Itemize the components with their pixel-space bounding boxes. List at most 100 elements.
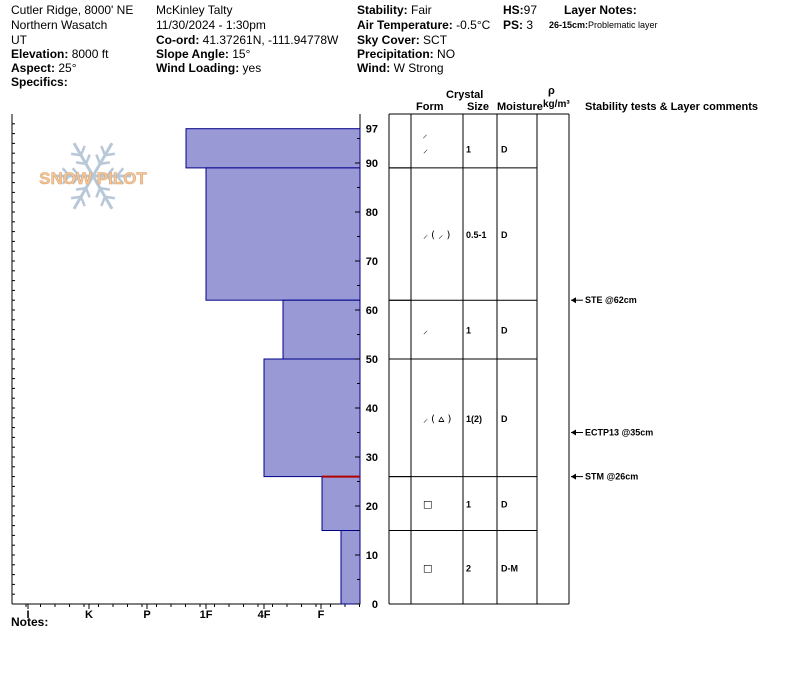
test-arrow-head — [571, 297, 576, 304]
moisture-value: D — [501, 414, 508, 424]
form-symbol: □ — [423, 563, 432, 574]
form-symbol: □ — [423, 500, 432, 511]
depth-label: 40 — [366, 403, 378, 415]
elevation-value: 8000 ft — [71, 47, 109, 61]
slope-label: Slope Angle: — [156, 47, 229, 61]
depth-label: 50 — [366, 354, 378, 366]
hardness-bar — [340, 530, 361, 605]
coord-value: 41.37261N, -111.94778W — [202, 33, 339, 47]
wind-label: Wind: — [357, 61, 391, 75]
snowpilot-logo: SNOW PILOT — [39, 142, 148, 210]
wind-value: W Strong — [393, 61, 444, 75]
aspect-label: Aspect: — [11, 61, 56, 75]
layer-note: 26-15cm:Problematic layer — [549, 18, 658, 32]
hs: HS:97 — [503, 3, 537, 17]
depth-label: 10 — [366, 550, 378, 562]
slope-value: 15° — [232, 47, 251, 61]
size-header: Size — [467, 101, 490, 113]
hardness-bar — [205, 167, 361, 301]
slope-angle: Slope Angle: 15° — [156, 47, 250, 61]
hs-value: 97 — [523, 3, 538, 17]
depth-label: 80 — [366, 207, 378, 219]
air-temp-label: Air Temperature: — [357, 18, 453, 32]
precip-label: Precipitation: — [357, 47, 434, 61]
test-arrow-head — [571, 429, 576, 436]
form-symbol: ⸝ — [423, 130, 428, 141]
elevation: Elevation: 8000 ft — [11, 47, 108, 61]
moisture-header: Moisture — [497, 101, 543, 113]
hardness-label: P — [143, 609, 150, 621]
hardness-label: 4F — [258, 609, 271, 621]
moisture-value: D-M — [501, 563, 518, 573]
air-temperature: Air Temperature: -0.5°C — [357, 18, 490, 32]
precipitation: Precipitation: NO — [357, 47, 455, 61]
hardness-bar — [282, 299, 361, 360]
stability-label: Stability: — [357, 3, 408, 17]
hardness-label: I — [26, 609, 29, 621]
sky-cover: Sky Cover: SCT — [357, 33, 447, 47]
stability-test: STM @26cm — [585, 472, 638, 482]
form-symbol: ⸝ ( ⩟ ) — [423, 414, 452, 425]
depth-label: 20 — [366, 501, 378, 513]
stability-value: Fair — [411, 3, 432, 17]
layer-note-text: Problematic layer — [588, 20, 658, 30]
stability: Stability: Fair — [357, 3, 432, 17]
stability-test: ECTP13 @35cm — [585, 428, 653, 438]
test-arrow-head — [571, 473, 576, 480]
sky-label: Sky Cover: — [357, 33, 420, 47]
moisture-value: D — [501, 500, 508, 510]
form-symbol: ⸝ — [423, 326, 428, 337]
sky-value: SCT — [423, 33, 448, 47]
logo-text: SNOW PILOT — [39, 169, 147, 188]
rho-header: ρ — [548, 85, 555, 97]
mountain-range: Northern Wasatch — [11, 18, 108, 32]
wind-loading: Wind Loading: yes — [156, 61, 261, 75]
form-header: Form — [416, 101, 444, 113]
ps-label: PS: — [503, 18, 524, 32]
density-unit-header: kg/m³ — [543, 99, 570, 110]
crystal-size: 1 — [466, 144, 471, 154]
crystal-size: 1 — [466, 326, 471, 336]
hardness-label: 1F — [200, 609, 213, 621]
coord-label: Co-ord: — [156, 33, 200, 47]
location: Cutler Ridge, 8000' NE — [11, 3, 134, 17]
elevation-label: Elevation: — [11, 47, 69, 61]
depth-label: 60 — [366, 305, 378, 317]
depth-label: 0 — [372, 599, 378, 611]
crystal-size: 2 — [466, 563, 471, 573]
specifics-label: Specifics: — [11, 75, 68, 89]
wind-loading-value: yes — [242, 61, 262, 75]
crystal-header: Crystal — [446, 89, 484, 101]
notes-label: Notes: — [11, 615, 49, 629]
stability-test: STE @62cm — [585, 295, 637, 305]
layer-note-range: 26-15cm: — [549, 20, 589, 30]
ps-value: 3 — [526, 18, 534, 32]
observer: McKinley Talty — [156, 3, 233, 17]
hardness-bar — [321, 476, 361, 532]
state: UT — [11, 33, 27, 47]
moisture-value: D — [501, 230, 508, 240]
moisture-value: D — [501, 144, 508, 154]
aspect: Aspect: 25° — [11, 61, 77, 75]
layer-notes-title: Layer Notes: — [564, 3, 637, 17]
coordinates: Co-ord: 41.37261N, -111.94778W — [156, 33, 338, 47]
hs-label: HS: — [503, 3, 524, 17]
crystal-size: 0.5-1 — [466, 230, 487, 240]
wind: Wind: W Strong — [357, 61, 444, 75]
depth-label: 70 — [366, 256, 378, 268]
precip-value: NO — [437, 47, 456, 61]
form-symbol: ⸝ — [423, 144, 428, 155]
ps: PS: 3 — [503, 18, 533, 32]
depth-label: 30 — [366, 452, 378, 464]
form-symbol: ⸝ ( ⸝ ) — [423, 230, 450, 241]
stability-header: Stability tests & Layer comments — [585, 101, 759, 113]
hardness-label: K — [85, 609, 93, 621]
moisture-value: D — [501, 326, 508, 336]
hardness-bar — [185, 128, 361, 169]
crystal-size: 1 — [466, 500, 471, 510]
air-temp-value: -0.5°C — [456, 18, 491, 32]
depth-label: 90 — [366, 158, 378, 170]
hardness-bar — [263, 358, 361, 478]
hardness-label: F — [318, 609, 325, 621]
